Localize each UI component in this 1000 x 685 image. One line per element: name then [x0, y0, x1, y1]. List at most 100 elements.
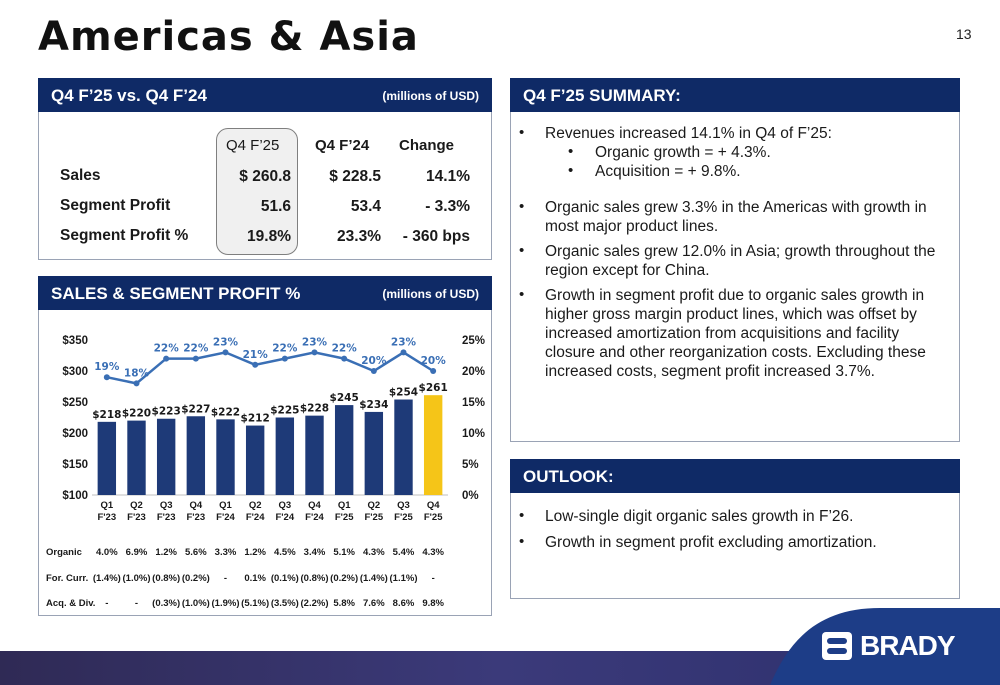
sales-bar	[127, 420, 146, 495]
growth-cell: 5.6%	[185, 547, 207, 558]
growth-cell: (0.3%)	[152, 598, 181, 609]
growth-cell: 3.3%	[214, 547, 237, 558]
brady-logo-mark-icon	[822, 632, 852, 660]
growth-cell: (1.4%)	[359, 573, 388, 584]
growth-cell: 0.1%	[244, 573, 266, 584]
growth-cell: 5.4%	[392, 547, 415, 558]
growth-cell: 4.3%	[363, 547, 385, 558]
growth-cell: 7.6%	[363, 598, 385, 609]
growth-cell: 4.3%	[422, 547, 444, 558]
bar-value-label: $261	[419, 382, 448, 394]
x-tick-label-quarter: Q2	[367, 500, 380, 511]
x-tick-label-quarter: Q2	[130, 500, 143, 511]
col-header-change: Change	[399, 137, 455, 154]
bullet-dot: •	[519, 533, 525, 550]
sales-q4f24: $ 228.5	[329, 168, 381, 185]
sales-chart-heading: SALES & SEGMENT PROFIT %	[51, 284, 301, 303]
sales-bar	[305, 415, 324, 495]
sales-bar	[97, 421, 117, 495]
sales-bar	[334, 405, 354, 495]
brady-logo: BRADY	[820, 628, 970, 664]
x-tick-label-year: F'25	[394, 512, 413, 523]
x-tick-label-quarter: Q3	[278, 500, 291, 511]
growth-cell: -	[105, 598, 109, 609]
summary-bullet-3: Organic sales grew 12.0% in Asia; growth…	[545, 243, 936, 279]
growth-cell: (1.1%)	[389, 573, 418, 584]
bar-value-label: $254	[389, 387, 418, 399]
sales-bar	[394, 399, 413, 495]
bullet-dot: •	[519, 242, 525, 259]
y-tick-label: $150	[62, 459, 88, 471]
growth-cell: (0.2%)	[330, 573, 359, 584]
x-tick-label-year: F'24	[276, 512, 295, 523]
profit-pct-point	[222, 349, 229, 356]
growth-cell: 6.9%	[125, 547, 148, 558]
x-tick-label-quarter: Q1	[100, 500, 113, 511]
outlook-header: OUTLOOK:	[510, 459, 960, 493]
profit-pct-point	[252, 361, 259, 368]
growth-cell: 8.6%	[392, 598, 415, 609]
profit-pct-point	[370, 368, 377, 374]
x-tick-label-quarter: Q2	[249, 500, 262, 511]
growth-cell: 1.2%	[155, 547, 177, 558]
profit-pct-label: 22%	[332, 343, 358, 355]
profit-pct-label: 20%	[361, 355, 387, 367]
sales-q4f25: $ 260.8	[239, 168, 291, 185]
bullet-dot: •	[519, 124, 525, 141]
bar-value-label: $220	[122, 408, 151, 420]
comparison-panel-header: Q4 F’25 vs. Q4 F’24 (millions of USD)	[38, 78, 492, 112]
bar-value-label: $212	[241, 413, 270, 425]
growth-cell: 3.4%	[303, 547, 326, 558]
growth-row-label: Acq. & Div.	[46, 598, 96, 609]
bar-value-label: $223	[152, 406, 181, 418]
profit-pct-point	[311, 349, 318, 356]
growth-cell: (2.2%)	[300, 598, 329, 609]
comparison-unit: (millions of USD)	[382, 89, 479, 103]
outlook-panel: OUTLOOK:	[510, 459, 960, 599]
sales-chart-unit: (millions of USD)	[382, 287, 479, 301]
bar-value-label: $228	[300, 403, 329, 415]
page-title: Americas & Asia	[38, 14, 419, 60]
profit-pct-label: 22%	[272, 343, 298, 355]
growth-cell: 1.2%	[244, 547, 266, 558]
profit-pct-line	[106, 350, 434, 385]
footer-logo-area	[770, 608, 1000, 685]
growth-row-label: Organic	[46, 547, 82, 558]
profit-pct-point	[133, 380, 140, 387]
sales-bar	[156, 418, 176, 495]
x-tick-label-year: F'23	[157, 512, 176, 523]
summary-bullet-4: Growth in segment profit due to organic …	[545, 287, 926, 380]
x-tick-label-quarter: Q4	[427, 500, 440, 511]
y2-tick-label: 5%	[462, 459, 479, 471]
y-tick-label: $300	[62, 366, 88, 378]
growth-cell: (1.0%)	[122, 573, 151, 584]
profit-pct-point	[192, 355, 199, 362]
y-tick-label: $350	[62, 335, 88, 347]
summary-heading: Q4 F’25 SUMMARY:	[523, 86, 681, 105]
y-tick-label: $250	[62, 397, 88, 409]
bar-value-label: $218	[92, 409, 121, 421]
bullet-dot: •	[519, 198, 525, 215]
profit-pct-point	[281, 355, 288, 362]
page-number: 13	[956, 26, 972, 42]
profit-pct-point	[430, 368, 437, 374]
growth-cell: (0.8%)	[300, 573, 329, 584]
x-tick-label-quarter: Q3	[160, 500, 173, 511]
bullet-dot: •	[568, 162, 574, 179]
x-tick-label-year: F'23	[98, 512, 117, 523]
growth-cell: -	[223, 573, 228, 584]
growth-cell: (1.0%)	[181, 598, 210, 609]
profit-pct-label: 20%	[421, 355, 447, 367]
bar-value-label: $227	[181, 403, 210, 415]
growth-cell: 5.1%	[333, 547, 355, 558]
x-tick-label-year: F'24	[216, 512, 235, 523]
summary-bullet-1: Revenues increased 14.1% in Q4 of F’25:	[545, 125, 832, 142]
y-tick-label: $200	[62, 428, 88, 440]
row-label-segment-profit: Segment Profit	[60, 197, 171, 214]
sales-bar	[423, 395, 443, 495]
bar-value-label: $234	[359, 399, 388, 411]
x-tick-label-year: F'24	[305, 512, 324, 523]
profit-pct-point	[103, 374, 110, 381]
sales-bar	[216, 419, 235, 495]
y2-tick-label: 15%	[462, 397, 485, 409]
